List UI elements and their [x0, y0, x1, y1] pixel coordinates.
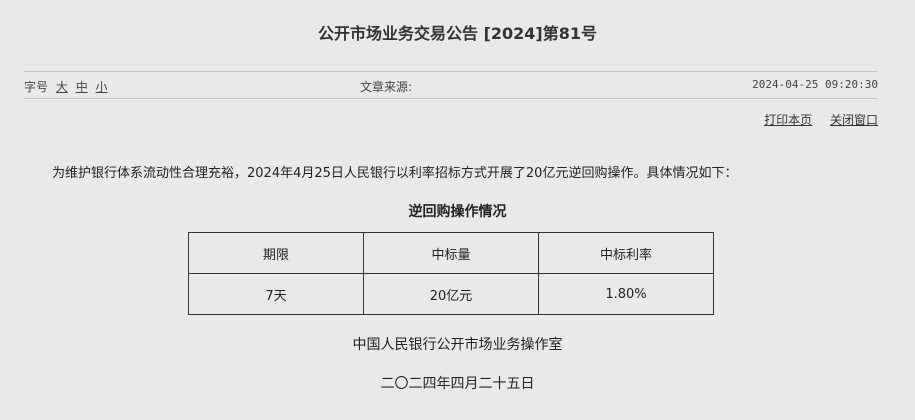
- cell-term: 7天: [188, 273, 364, 315]
- page-title: 公开市场业务交易公告 [2024]第81号: [318, 24, 597, 43]
- divider: [24, 98, 878, 99]
- font-size-medium[interactable]: 中: [75, 80, 88, 94]
- font-size-label: 字号: [24, 80, 49, 94]
- operations-table: 期限 中标量 中标利率 7天 20亿元 1.80%: [188, 232, 714, 315]
- divider: [24, 71, 878, 72]
- page-actions: 打印本页 关闭窗口: [750, 111, 878, 128]
- font-size-small[interactable]: 小: [95, 80, 108, 94]
- signature-org: 中国人民银行公开市场业务操作室: [352, 337, 563, 353]
- cell-amount: 20亿元: [363, 273, 539, 315]
- font-size-controls: 字号 大 中 小: [24, 78, 108, 95]
- publish-datetime: 2024-04-25 09:20:30: [752, 78, 878, 91]
- print-link[interactable]: 打印本页: [764, 113, 813, 127]
- signature-date: 二〇二四年四月二十五日: [380, 376, 535, 392]
- announcement-body: 为维护银行体系流动性合理充裕，2024年4月25日人民银行以利率招标方式开展了2…: [52, 166, 738, 181]
- header-amount: 中标量: [363, 232, 539, 274]
- source-label: 文章来源:: [360, 80, 413, 94]
- header-rate: 中标利率: [538, 232, 714, 274]
- header-term: 期限: [188, 232, 364, 274]
- table-row: 7天 20亿元 1.80%: [188, 273, 714, 315]
- table-header-row: 期限 中标量 中标利率: [188, 232, 714, 274]
- font-size-large[interactable]: 大: [55, 80, 68, 94]
- close-window-link[interactable]: 关闭窗口: [829, 113, 878, 127]
- cell-rate: 1.80%: [538, 273, 714, 315]
- table-caption: 逆回购操作情况: [408, 204, 507, 220]
